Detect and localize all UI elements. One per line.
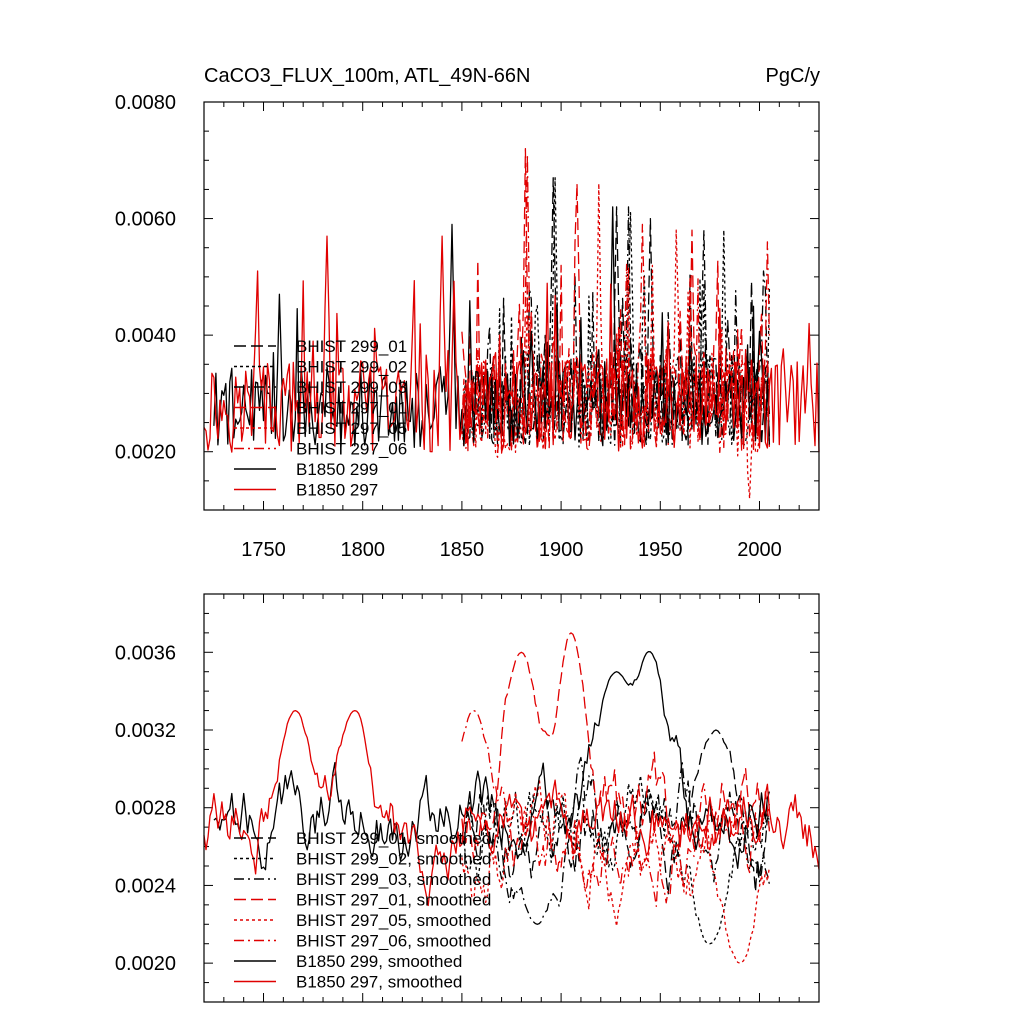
legend-label: BHIST 297_06	[296, 440, 407, 459]
series-line-7	[203, 235, 820, 453]
series-line-4	[461, 778, 771, 964]
series-line-1	[461, 774, 771, 945]
y-tick-label: 0.0080	[115, 92, 176, 114]
legend-label: BHIST 297_05, smoothed	[296, 911, 491, 930]
top-chart-units: PgC/y	[766, 65, 820, 87]
legend-label: BHIST 299_02	[296, 358, 407, 377]
series-line-7	[203, 709, 820, 907]
legend-label: B1850 299	[296, 460, 378, 479]
bottom-legend: BHIST 299_01, smoothed BHIST 299_02, smoo…	[234, 829, 491, 992]
series-line-5	[461, 709, 771, 908]
bottom-plot-frame	[203, 593, 820, 1003]
x-tick-label: 1950	[638, 539, 683, 561]
legend-label: BHIST 299_03, smoothed	[296, 870, 491, 889]
x-tick-label: 1750	[241, 539, 286, 561]
y-tick-label: 0.0020	[115, 442, 176, 464]
series-line-6	[213, 650, 771, 871]
legend-label: BHIST 297_06, smoothed	[296, 932, 491, 951]
legend-label: BHIST 299_01, smoothed	[296, 829, 491, 848]
y-tick-label: 0.0032	[115, 720, 176, 742]
legend-label: BHIST 299_02, smoothed	[296, 850, 491, 869]
bottom-series-lines	[203, 632, 820, 964]
x-tick-label: 2000	[737, 539, 782, 561]
legend-label: BHIST 299_03	[296, 378, 407, 397]
bottom-panel: 0.0020 0.0024 0.0028 0.0032 0.0036 BHIST 299…	[115, 593, 820, 1003]
top-plot-frame	[203, 101, 820, 511]
top-panel: CaCO3_FLUX_100m, ATL_49N-66N PgC/y 0.002…	[115, 65, 820, 561]
legend-label: BHIST 299_01	[296, 337, 407, 356]
x-tick-label: 1850	[440, 539, 485, 561]
x-tick-label: 1900	[539, 539, 584, 561]
x-tick-label: 1800	[340, 539, 385, 561]
y-tick-label: 0.0024	[115, 875, 176, 897]
y-tick-label: 0.0036	[115, 642, 176, 664]
legend-label: B1850 297, smoothed	[296, 973, 462, 992]
y-tick-label: 0.0060	[115, 209, 176, 231]
legend-label: BHIST 297_05	[296, 419, 407, 438]
legend-label: B1850 297	[296, 481, 378, 500]
series-line-0	[461, 729, 770, 896]
top-chart-title: CaCO3_FLUX_100m, ATL_49N-66N	[204, 65, 530, 87]
legend-label: B1850 299, smoothed	[296, 952, 462, 971]
y-tick-label: 0.0028	[115, 798, 176, 820]
top-series-lines	[203, 147, 820, 499]
legend-label: BHIST 297_01	[296, 399, 407, 418]
y-tick-label: 0.0020	[115, 953, 176, 975]
y-tick-label: 0.0040	[115, 325, 176, 347]
legend-label: BHIST 297_01, smoothed	[296, 891, 491, 910]
series-line-3	[461, 632, 771, 861]
top-axes: 0.0020 0.0040 0.0060 0.0080 1750 1800 1850 1900…	[115, 92, 820, 561]
